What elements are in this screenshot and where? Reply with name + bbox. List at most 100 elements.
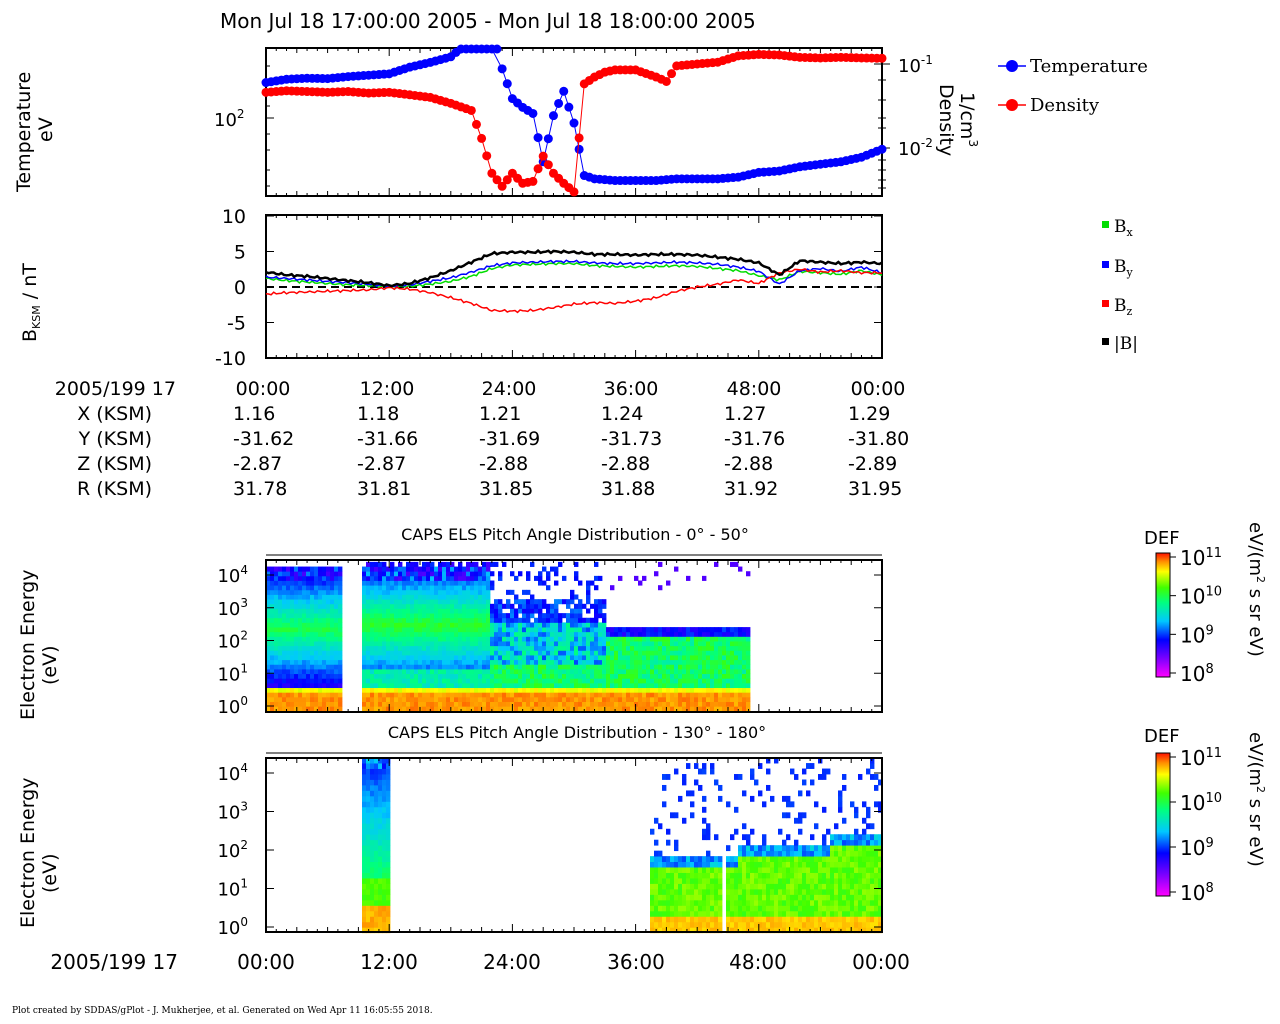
spec-cell bbox=[614, 706, 619, 712]
spec-cell bbox=[822, 845, 827, 852]
spec-cell bbox=[370, 795, 375, 802]
spec-cell bbox=[306, 571, 311, 577]
spec-cell bbox=[406, 599, 411, 605]
ephem-value: 1.18 bbox=[357, 403, 399, 425]
spec-cell bbox=[410, 636, 415, 642]
spec-cell bbox=[282, 622, 287, 628]
spec-cell bbox=[750, 916, 755, 923]
spec-cell bbox=[774, 861, 779, 868]
spec-cell bbox=[698, 687, 703, 693]
spec-cell bbox=[726, 899, 731, 906]
cbar-tick: 1011 bbox=[1180, 746, 1222, 770]
spec-cell bbox=[666, 631, 671, 637]
spec-cell bbox=[818, 899, 823, 906]
spec-cell bbox=[470, 613, 475, 619]
spec-cell bbox=[574, 696, 579, 702]
spec-cell bbox=[666, 687, 671, 693]
p2-ytick: -5 bbox=[227, 313, 246, 335]
spec-cell bbox=[710, 692, 715, 698]
spec-cell bbox=[714, 905, 719, 912]
spec-cell bbox=[506, 636, 511, 642]
spec-cell bbox=[514, 706, 519, 712]
spec-cell bbox=[434, 622, 439, 628]
spec-cell bbox=[466, 696, 471, 702]
spec-cell bbox=[282, 585, 287, 591]
spec-cell bbox=[446, 608, 451, 614]
spec-cell bbox=[374, 585, 379, 591]
spec-cell bbox=[574, 687, 579, 693]
spec-cell bbox=[270, 571, 275, 577]
spec-cell bbox=[698, 673, 703, 679]
spec-cell bbox=[602, 599, 607, 605]
ephem-value: -2.89 bbox=[848, 453, 897, 475]
spec-cell bbox=[730, 682, 735, 689]
spec-cell bbox=[338, 673, 343, 679]
spec-cell bbox=[314, 613, 319, 619]
spec-cell bbox=[542, 701, 547, 707]
spec-cell bbox=[634, 673, 639, 679]
spec-cell bbox=[866, 888, 871, 895]
spec-cell bbox=[654, 878, 659, 884]
spec-cell bbox=[786, 910, 791, 917]
spec-cell bbox=[662, 636, 667, 642]
spec-cell bbox=[570, 655, 575, 661]
spec-cell bbox=[318, 585, 323, 591]
spec-cell bbox=[734, 641, 739, 647]
spec-cell bbox=[702, 872, 707, 879]
spec-cell bbox=[382, 795, 387, 802]
spec-cell bbox=[702, 806, 707, 813]
spec-cell bbox=[722, 627, 727, 633]
spec-cell bbox=[394, 631, 399, 637]
spec-cell bbox=[526, 589, 531, 595]
cbar2-unit: eV/(m2 s sr eV) bbox=[1245, 732, 1267, 867]
spec-cell bbox=[542, 669, 547, 675]
spec-cell bbox=[394, 617, 399, 623]
spec-cell bbox=[730, 636, 735, 642]
spec-cell bbox=[474, 678, 479, 684]
spec-cell bbox=[694, 692, 699, 698]
spec-cell bbox=[510, 603, 515, 609]
spec-cell bbox=[754, 861, 759, 868]
spec-cell bbox=[582, 701, 587, 707]
spec-cell bbox=[406, 659, 411, 665]
spec-cell bbox=[426, 696, 431, 702]
spec-cell bbox=[542, 687, 547, 693]
spec-cell bbox=[830, 834, 835, 841]
spec-cell bbox=[430, 687, 435, 693]
spec-cell bbox=[366, 678, 371, 684]
spec-cell bbox=[810, 905, 815, 912]
spec-cell bbox=[658, 850, 663, 857]
spec-cell bbox=[530, 594, 535, 600]
spec-cell bbox=[834, 856, 839, 863]
spec-cell bbox=[318, 594, 323, 600]
spec-cell bbox=[538, 613, 543, 619]
spec-cell bbox=[498, 631, 503, 637]
spec-cell bbox=[714, 682, 719, 689]
spec-cell bbox=[362, 645, 367, 651]
spec-cell bbox=[538, 682, 543, 689]
spec-cell bbox=[530, 608, 535, 614]
spec-cell bbox=[674, 706, 679, 712]
spec-cell bbox=[558, 599, 563, 605]
spec-cell bbox=[574, 645, 579, 651]
spec-cell bbox=[866, 845, 871, 852]
spec-cell bbox=[270, 580, 275, 586]
spec-cell bbox=[370, 834, 375, 841]
spec-cell bbox=[714, 921, 719, 928]
spec-cell bbox=[374, 899, 379, 906]
spec-cell bbox=[442, 608, 447, 614]
spec-cell bbox=[382, 608, 387, 614]
spec-cell bbox=[286, 631, 291, 637]
spec-cell bbox=[550, 696, 555, 702]
spec-cell bbox=[282, 650, 287, 656]
spec-cell bbox=[670, 861, 675, 868]
spec-cell bbox=[450, 664, 455, 670]
spec-cell bbox=[502, 641, 507, 647]
spec-cell bbox=[722, 650, 727, 656]
spec-cell bbox=[754, 888, 759, 895]
spec-cell bbox=[458, 641, 463, 647]
spec-cell bbox=[494, 617, 499, 623]
spec-cell bbox=[698, 631, 703, 637]
spec-cell bbox=[874, 905, 879, 912]
spec-cell bbox=[734, 673, 739, 679]
